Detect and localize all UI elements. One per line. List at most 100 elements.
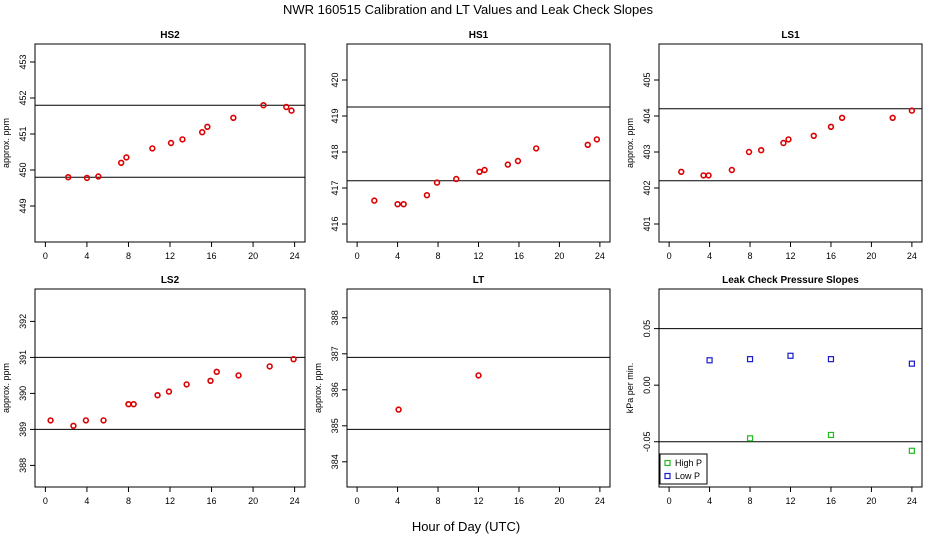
legend-label: Low P [675, 471, 700, 481]
data-point [283, 103, 290, 111]
x-tick-label: 24 [907, 496, 917, 506]
panel-title: LS2 [161, 275, 180, 286]
panel-0: HS2 approx. ppm 0 4 8 12 16 20 24 449 450 451 452 453 [1, 30, 306, 261]
x-tick-label: 16 [514, 496, 524, 506]
panel-title: HS2 [160, 30, 180, 41]
data-point [705, 172, 712, 179]
data-point [95, 173, 102, 180]
x-tick-label: 8 [748, 251, 753, 261]
x-tick-label: 16 [207, 251, 217, 261]
y-tick-label: 385 [330, 418, 340, 433]
x-tick-label: 0 [43, 251, 48, 261]
x-tick-label: 12 [165, 496, 175, 506]
y-tick-label: 391 [18, 350, 28, 365]
data-point [183, 381, 190, 388]
plot-frame [346, 43, 611, 243]
data-point [167, 139, 175, 147]
y-tick-label: 401 [642, 216, 652, 231]
plot-frame [34, 43, 306, 243]
data-point [780, 139, 787, 147]
panel-4: LT approx. ppm 0 4 8 12 16 20 24 384 385 386 387 388 [313, 275, 611, 506]
data-point [810, 132, 817, 140]
y-tick-label: 405 [642, 72, 652, 87]
data-point [165, 388, 173, 395]
x-tick-label: 20 [554, 496, 564, 506]
y-axis-label: approx. ppm [1, 118, 11, 168]
x-tick-label: 24 [907, 251, 917, 261]
data-point [908, 447, 915, 454]
y-tick-label: 392 [18, 314, 28, 329]
data-point [290, 356, 297, 363]
panel-3: LS2 approx. ppm 0 4 8 12 16 20 24 388 389 390 391 392 [1, 275, 306, 506]
data-point [65, 174, 72, 181]
data-point [475, 372, 482, 379]
y-tick-label: 0.05 [642, 320, 652, 338]
plot-frame [346, 288, 611, 488]
data-point [889, 114, 896, 122]
data-point [827, 123, 835, 131]
x-tick-label: 16 [514, 251, 524, 261]
y-tick-label: 386 [330, 382, 340, 397]
x-tick-label: 4 [707, 251, 712, 261]
data-point [908, 107, 916, 114]
data-point [593, 136, 601, 143]
panel-title: LS1 [781, 30, 800, 41]
data-point [700, 172, 707, 179]
data-point [204, 123, 211, 131]
x-tick-label: 16 [826, 496, 836, 506]
y-tick-label: 452 [18, 90, 28, 105]
data-point [514, 157, 522, 165]
data-point [728, 166, 736, 174]
data-point [235, 372, 242, 379]
data-point [207, 377, 214, 384]
legend-marker [664, 472, 671, 480]
data-point [154, 392, 161, 399]
data-point [70, 422, 77, 429]
legend-marker [664, 459, 671, 467]
x-tick-label: 4 [84, 496, 89, 506]
y-tick-label: 404 [642, 108, 652, 123]
panel-2: LS1 approx. ppm 0 4 8 12 16 20 24 401 402 403 404 405 [625, 30, 923, 261]
panel-title: HS1 [469, 30, 489, 41]
x-tick-label: 8 [748, 496, 753, 506]
data-point [149, 145, 156, 152]
y-tick-label: 419 [330, 108, 340, 123]
data-point [504, 161, 512, 168]
x-tick-label: 8 [436, 251, 441, 261]
x-tick-label: 4 [84, 251, 89, 261]
data-point [433, 179, 441, 186]
x-tick-label: 20 [248, 496, 258, 506]
x-axis-label: Hour of Day (UTC) [412, 519, 520, 534]
data-point [908, 360, 915, 367]
x-tick-label: 20 [248, 251, 258, 261]
data-point [481, 166, 488, 174]
x-tick-label: 0 [667, 496, 672, 506]
data-point [123, 154, 130, 161]
data-point [100, 417, 107, 424]
data-point [532, 145, 540, 152]
data-point [706, 357, 713, 364]
x-tick-label: 0 [43, 496, 48, 506]
x-tick-label: 12 [473, 496, 483, 506]
y-tick-label: 384 [330, 454, 340, 469]
x-tick-label: 12 [785, 496, 795, 506]
data-point [785, 136, 792, 143]
data-point [288, 107, 295, 114]
y-axis-label: approx. ppm [1, 363, 11, 413]
data-point [394, 201, 401, 208]
data-point [198, 129, 206, 136]
y-tick-label: 416 [330, 216, 340, 231]
y-tick-label: 390 [18, 386, 28, 401]
y-tick-label: 403 [642, 144, 652, 159]
plot-frame [658, 43, 923, 243]
data-point [395, 406, 402, 413]
y-tick-label: -0.05 [642, 431, 652, 452]
data-point [230, 114, 237, 122]
x-tick-label: 4 [395, 496, 400, 506]
x-tick-label: 24 [290, 251, 300, 261]
panels-group: HS2 approx. ppm 0 4 8 12 16 20 24 449 450 451 452 453… [1, 30, 923, 506]
x-tick-label: 4 [707, 496, 712, 506]
x-tick-label: 20 [554, 251, 564, 261]
x-tick-label: 12 [165, 251, 175, 261]
